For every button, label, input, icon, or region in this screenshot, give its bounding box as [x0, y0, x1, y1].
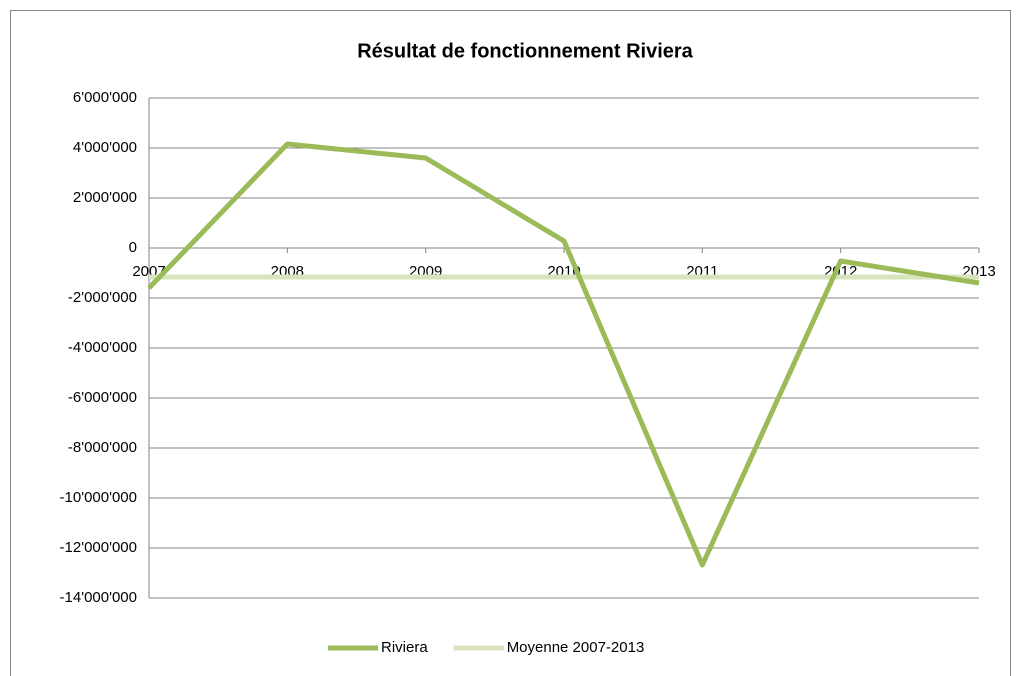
y-tick-label: -8'000'000	[68, 439, 137, 456]
y-tick-label: -4'000'000	[68, 339, 137, 356]
y-tick-label: 0	[129, 239, 137, 256]
legend-label: Moyenne 2007-2013	[507, 639, 645, 656]
y-tick-label: 6'000'000	[73, 89, 137, 106]
y-tick-label: -10'000'000	[60, 489, 137, 506]
chart-border	[10, 10, 1011, 676]
y-tick-label: 4'000'000	[73, 139, 137, 156]
y-tick-label: -6'000'000	[68, 389, 137, 406]
y-tick-label: 2'000'000	[73, 189, 137, 206]
legend-label: Riviera	[381, 639, 428, 656]
y-tick-label: -12'000'000	[60, 539, 137, 556]
y-tick-label: -14'000'000	[60, 589, 137, 606]
series-line	[147, 141, 980, 568]
y-tick-label: -2'000'000	[68, 289, 137, 306]
chart-title: Résultat de fonctionnement Riviera	[357, 40, 693, 62]
